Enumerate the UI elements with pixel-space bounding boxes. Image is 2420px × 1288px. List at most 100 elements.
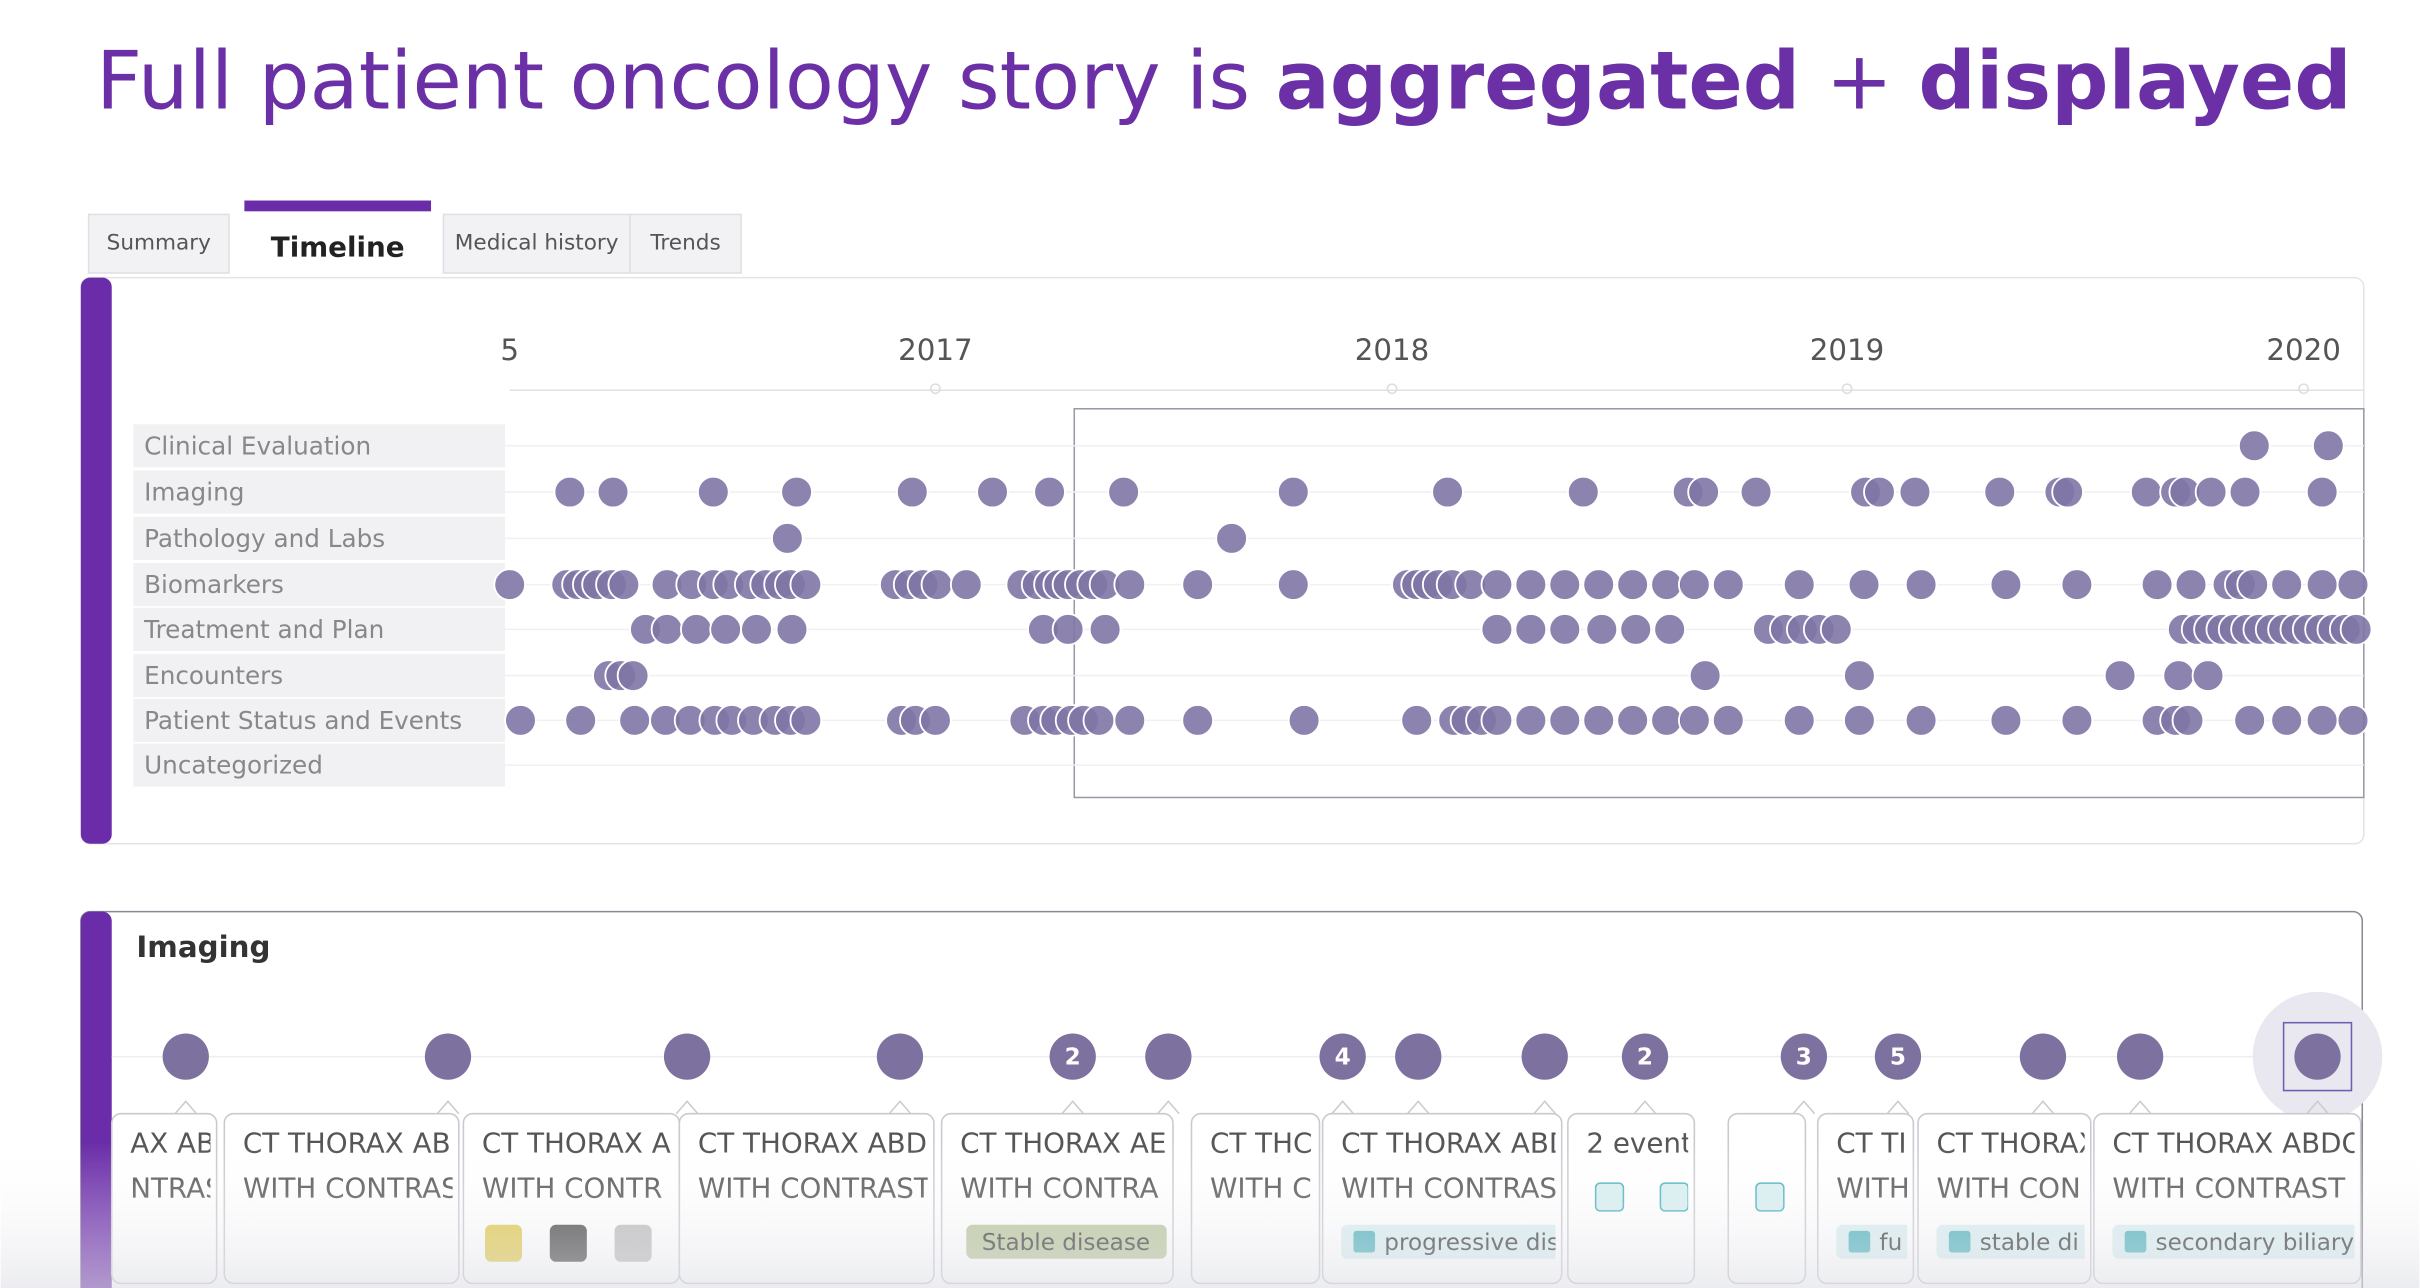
tab-label[interactable]: Trends	[649, 231, 720, 256]
event-dot[interactable]	[771, 521, 804, 555]
event-dot[interactable]	[1088, 612, 1122, 646]
event-dot[interactable]	[1514, 612, 1548, 646]
imaging-dot[interactable]	[1145, 1033, 1192, 1080]
event-dot[interactable]	[1677, 568, 1711, 601]
event-dot[interactable]	[2162, 659, 2196, 692]
event-dot[interactable]	[789, 704, 823, 737]
event-dot[interactable]	[2236, 568, 2270, 601]
event-dot[interactable]	[679, 612, 713, 646]
imaging-dot[interactable]	[1780, 1033, 1828, 1080]
event-dot[interactable]	[1400, 704, 1434, 737]
event-dot[interactable]	[1687, 475, 1720, 509]
event-dot[interactable]	[920, 568, 954, 601]
imaging-dot[interactable]	[424, 1033, 472, 1080]
event-dot[interactable]	[1677, 704, 1711, 737]
tab[interactable]	[244, 209, 432, 275]
event-dot[interactable]	[740, 612, 773, 646]
event-dot[interactable]	[1107, 475, 1140, 509]
event-dot[interactable]	[2171, 704, 2205, 737]
event-dot[interactable]	[2228, 475, 2262, 509]
event-dot[interactable]	[650, 612, 684, 646]
event-dot[interactable]	[1181, 704, 1215, 737]
event-dot[interactable]	[1585, 612, 1619, 646]
tab[interactable]	[629, 213, 742, 274]
event-dot[interactable]	[1847, 568, 1881, 601]
event-dot[interactable]	[2339, 612, 2373, 646]
event-dot[interactable]	[1113, 704, 1147, 737]
event-dot[interactable]	[895, 475, 929, 509]
event-dot[interactable]	[1480, 704, 1514, 737]
event-dot[interactable]	[2060, 568, 2094, 601]
event-dot[interactable]	[2051, 475, 2084, 509]
event-dot[interactable]	[775, 612, 809, 646]
event-dot[interactable]	[1782, 704, 1816, 737]
event-dot[interactable]	[1904, 568, 1938, 601]
action-icon[interactable]	[614, 1224, 652, 1262]
event-dot[interactable]	[504, 704, 537, 737]
event-dot[interactable]	[709, 612, 743, 646]
tab-label[interactable]: Timeline	[271, 230, 405, 263]
imaging-dot[interactable]	[1521, 1033, 1568, 1080]
event-dot[interactable]	[2336, 568, 2370, 601]
event-dot[interactable]	[2270, 568, 2304, 601]
event-dot[interactable]	[2194, 475, 2228, 509]
event-dot[interactable]	[1650, 568, 1683, 601]
event-dot[interactable]	[564, 704, 598, 737]
event-dot[interactable]	[1653, 612, 1687, 646]
imaging-dot[interactable]	[2019, 1033, 2067, 1080]
event-dot[interactable]	[1616, 568, 1649, 601]
event-dot[interactable]	[596, 475, 630, 509]
event-dot[interactable]	[1514, 704, 1548, 737]
event-dot[interactable]	[1898, 475, 1932, 509]
tab[interactable]	[442, 213, 631, 274]
event-dot[interactable]	[1082, 704, 1116, 737]
event-dot[interactable]	[1711, 704, 1745, 737]
imaging-dot[interactable]	[2116, 1033, 2164, 1080]
event-dot[interactable]	[2174, 568, 2208, 601]
event-dot[interactable]	[1819, 612, 1853, 646]
event-dot[interactable]	[2311, 429, 2345, 463]
event-dot[interactable]	[1989, 568, 2023, 601]
imaging-dot[interactable]	[1319, 1033, 1366, 1080]
event-dot[interactable]	[1616, 704, 1649, 737]
event-dot[interactable]	[976, 475, 1009, 509]
event-dot[interactable]	[1582, 568, 1616, 601]
imaging-dot[interactable]	[1049, 1033, 1096, 1080]
event-dot[interactable]	[1711, 568, 1745, 601]
event-dot[interactable]	[1989, 704, 2023, 737]
event-dot[interactable]	[919, 704, 952, 737]
event-dot[interactable]	[1739, 475, 1773, 509]
event-dot[interactable]	[1548, 612, 1582, 646]
event-dot[interactable]	[618, 704, 651, 737]
event-dot[interactable]	[1514, 568, 1548, 601]
event-dot[interactable]	[2233, 704, 2267, 737]
event-dot[interactable]	[1287, 704, 1321, 737]
event-dot[interactable]	[789, 568, 823, 601]
event-dot[interactable]	[1548, 568, 1582, 601]
event-dot[interactable]	[696, 475, 730, 509]
event-dot[interactable]	[1983, 475, 2017, 509]
event-dot[interactable]	[2103, 659, 2137, 692]
imaging-dot[interactable]	[162, 1033, 209, 1080]
event-dot[interactable]	[2237, 429, 2271, 463]
event-dot[interactable]	[2336, 704, 2370, 737]
event-dot[interactable]	[2191, 659, 2225, 692]
event-dot[interactable]	[1276, 568, 1310, 601]
imaging-dot[interactable]	[2294, 1033, 2341, 1080]
event-dot[interactable]	[1480, 612, 1514, 646]
imaging-dot[interactable]	[876, 1033, 924, 1080]
imaging-dot[interactable]	[663, 1033, 711, 1080]
event-dot[interactable]	[1904, 704, 1938, 737]
action-icon[interactable]	[549, 1224, 587, 1262]
event-dot[interactable]	[1843, 704, 1876, 737]
event-dot[interactable]	[1113, 568, 1147, 601]
tab[interactable]	[87, 213, 230, 274]
event-dot[interactable]	[1548, 704, 1582, 737]
event-dot[interactable]	[493, 568, 527, 601]
event-dot[interactable]	[2140, 568, 2174, 601]
event-dot[interactable]	[1843, 659, 1876, 692]
event-dot[interactable]	[1863, 475, 1896, 509]
event-dot[interactable]	[1582, 704, 1616, 737]
imaging-dot[interactable]	[1874, 1033, 1922, 1080]
event-dot[interactable]	[1276, 475, 1310, 509]
